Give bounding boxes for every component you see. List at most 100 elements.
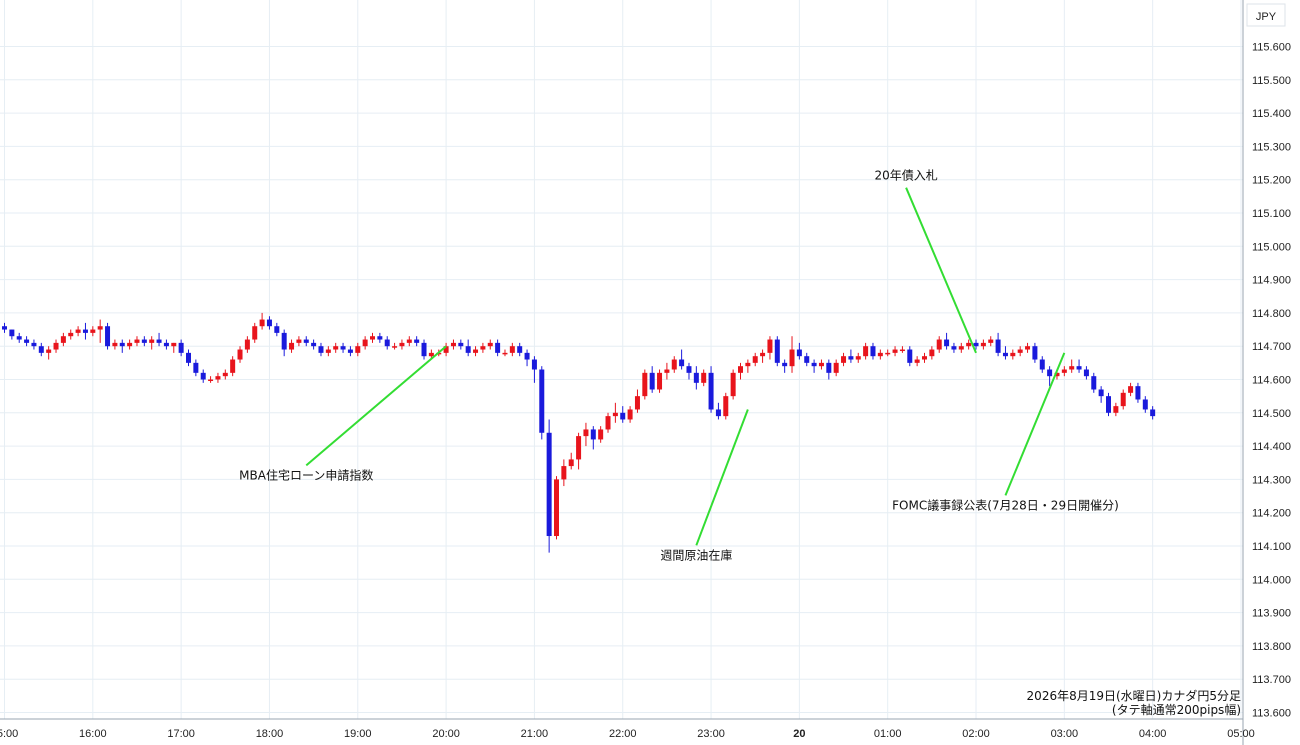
y-tick-label: 114.100 — [1252, 541, 1291, 553]
candle-body — [892, 349, 898, 353]
annotation-label: 週間原油在庫 — [660, 548, 732, 562]
candle-body — [723, 396, 729, 417]
candle-body — [966, 342, 972, 347]
x-tick-label: 04:00 — [1139, 728, 1167, 740]
candle-body — [105, 326, 111, 347]
candle-body — [546, 432, 552, 537]
candle-body — [914, 359, 920, 363]
candle-body — [296, 339, 302, 343]
candle-body — [134, 339, 140, 343]
candle-body — [1135, 386, 1141, 400]
candle-body — [171, 342, 177, 347]
annotation-leader-line — [1004, 352, 1066, 496]
chart-caption-line1: 2026年8月19日(水曜日)カナダ円5分足 — [1027, 688, 1241, 703]
candle-body — [627, 409, 633, 420]
y-tick-label: 113.600 — [1252, 708, 1291, 720]
x-tick-label: 03:00 — [1051, 728, 1079, 740]
y-tick-label: 114.800 — [1252, 308, 1291, 320]
candle-body — [333, 346, 339, 350]
candle-body — [708, 372, 714, 410]
y-tick-label: 114.000 — [1252, 574, 1291, 586]
x-tick-label: 02:00 — [962, 728, 990, 740]
candle-body — [818, 362, 824, 367]
candle-body — [156, 339, 162, 343]
candle-body — [1128, 386, 1134, 393]
candle-body — [252, 326, 258, 340]
candle-body — [68, 332, 74, 337]
candle-body — [804, 356, 810, 363]
candle-body — [657, 372, 663, 390]
candle-body — [362, 339, 368, 347]
price-axis: 115.600 115.500 115.400 115.300 115.200 115.1… — [1242, 0, 1300, 745]
candle-body — [944, 339, 950, 347]
candle-body — [1002, 352, 1008, 357]
candle-body — [414, 339, 420, 343]
y-tick-label: 113.700 — [1252, 674, 1291, 686]
candle-body — [2, 326, 7, 330]
candle-body — [149, 339, 155, 343]
candle-body — [355, 346, 361, 353]
candle-body — [995, 339, 1001, 353]
annotation-label: 20年債入札 — [874, 168, 937, 183]
candle-body — [796, 349, 802, 357]
candle-body — [936, 339, 942, 350]
candle-body — [612, 412, 618, 417]
y-tick-label: 114.500 — [1252, 408, 1291, 420]
candle-body — [539, 369, 545, 433]
candle-body — [664, 369, 670, 373]
x-tick-label: 17:00 — [167, 728, 195, 740]
candle-body — [1032, 346, 1038, 360]
candle-body — [598, 429, 604, 440]
candle-body — [568, 459, 574, 467]
candle-body — [24, 339, 30, 343]
candle-body — [841, 356, 847, 363]
candle-body — [980, 342, 986, 347]
candle-body — [1113, 406, 1119, 413]
x-tick-label: 20:00 — [432, 728, 460, 740]
candle-body — [16, 336, 22, 340]
x-tick-label: 05:00 — [1227, 728, 1255, 740]
candle-body — [178, 342, 184, 353]
candle-body — [127, 342, 133, 347]
candles-layer — [2, 312, 1156, 553]
candle-body — [325, 349, 331, 353]
candle-body — [1098, 389, 1104, 397]
candle-body — [958, 346, 964, 350]
y-tick-label: 115.500 — [1252, 75, 1291, 87]
candle-body — [642, 372, 648, 397]
y-tick-label: 114.600 — [1252, 375, 1291, 387]
candle-body — [531, 359, 537, 370]
candle-body — [517, 346, 523, 353]
candle-body — [951, 346, 957, 350]
candle-body — [863, 346, 869, 357]
candle-body — [899, 349, 905, 352]
candle-body — [782, 362, 788, 367]
candle-body — [347, 349, 353, 353]
candle-body — [1025, 346, 1031, 350]
candle-body — [1083, 369, 1089, 377]
candle-body — [715, 409, 721, 417]
candle-body — [811, 362, 817, 367]
candle-body — [620, 412, 626, 420]
candle-body — [31, 342, 37, 347]
y-tick-label: 114.900 — [1252, 275, 1291, 287]
candle-body — [509, 346, 515, 353]
candle-body — [634, 396, 640, 410]
y-tick-label: 115.000 — [1252, 241, 1291, 253]
candle-body — [870, 346, 876, 357]
x-tick-label: 19:00 — [344, 728, 372, 740]
candle-body — [760, 352, 766, 357]
candle-body — [1069, 366, 1075, 370]
candle-body — [208, 379, 214, 381]
candle-body — [774, 339, 780, 363]
candle-body — [1039, 359, 1045, 370]
candle-body — [590, 429, 596, 440]
candle-body — [848, 356, 854, 360]
candle-body — [1047, 369, 1053, 377]
candle-body — [318, 346, 324, 353]
y-tick-label: 114.400 — [1252, 441, 1291, 453]
x-tick-label: 18:00 — [256, 728, 284, 740]
annotation-label: MBA住宅ローン申請指数 — [239, 467, 373, 482]
candle-body — [370, 336, 375, 340]
